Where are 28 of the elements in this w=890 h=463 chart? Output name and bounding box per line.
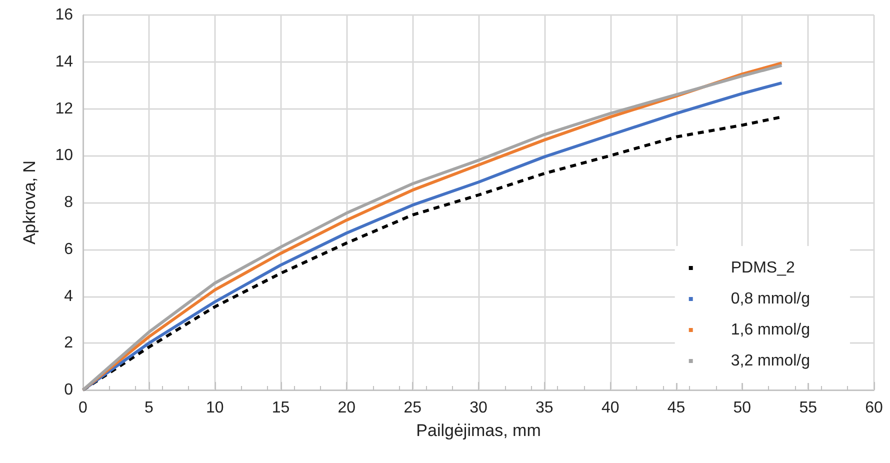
x-tick-label: 15 (272, 400, 290, 416)
y-tick-label: 10 (55, 147, 74, 164)
x-tick-label: 0 (78, 400, 88, 416)
x-tick-label: 25 (404, 400, 422, 416)
y-tick-label: 6 (64, 240, 74, 258)
x-tick-label: 10 (206, 400, 224, 416)
x-tick-label: 55 (799, 400, 818, 416)
x-tick-label: 60 (865, 400, 883, 416)
y-tick-label: 14 (55, 53, 74, 70)
legend-label: PDMS_2 (730, 260, 795, 276)
legend-label: 3,2 mmol/g (730, 352, 810, 370)
x-tick-label: 20 (338, 400, 356, 416)
y-tick-label: 4 (64, 288, 74, 305)
x-tick-label: 5 (144, 400, 154, 416)
y-tick-label: 2 (64, 334, 74, 352)
x-axis-title: Pailgėjimas, mm (416, 421, 541, 440)
y-tick-label: 8 (64, 194, 74, 211)
legend-label: 1,6 mmol/g (730, 322, 810, 338)
x-tick-label: 40 (601, 400, 620, 416)
x-tick-label: 30 (470, 400, 488, 416)
y-tick-label: 16 (55, 6, 74, 24)
y-axis-title: Apkrova, N (20, 160, 39, 245)
x-tick-label: 35 (536, 400, 554, 416)
y-tick-label: 0 (64, 382, 74, 398)
legend-label: 0,8 mmol/g (730, 290, 810, 308)
x-tick-label: 45 (667, 400, 686, 416)
y-tick-label: 12 (55, 100, 74, 118)
x-tick-label: 50 (733, 400, 752, 416)
